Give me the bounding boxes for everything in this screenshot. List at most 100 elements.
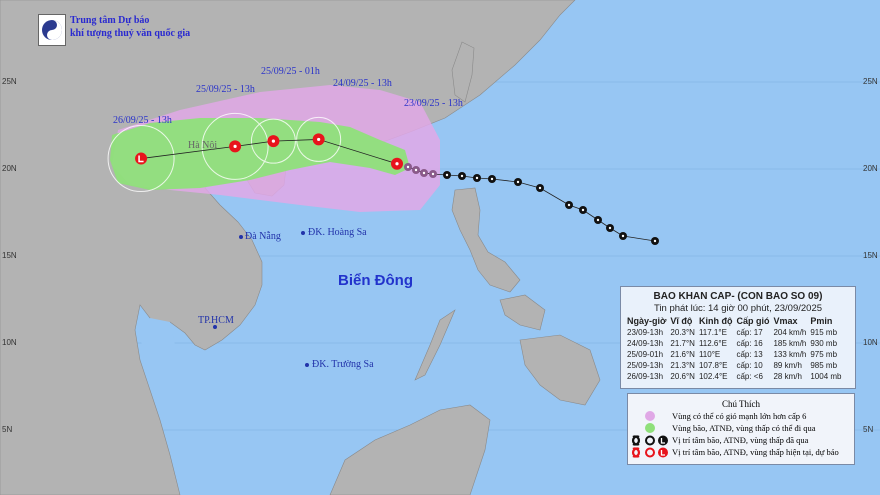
nchmf-logo [38, 14, 66, 46]
past-storm-icon [606, 224, 614, 232]
col-header: Kinh độ [698, 316, 733, 326]
past-storm-icon [594, 216, 602, 224]
col-header: Ngày-giờ [627, 316, 667, 326]
past-storm-icon [651, 237, 659, 245]
past-storm-icon [619, 232, 627, 240]
bulletin-issued: Tin phát lúc: 14 giờ 00 phút, 23/09/2025 [653, 303, 823, 314]
table-cell: 930 mb [810, 339, 838, 348]
table-cell: 110°E [698, 350, 721, 359]
place-danang: Đà Nẵng [245, 231, 281, 242]
place-hanoi: Hà Nội [188, 140, 218, 151]
org-name-line1: Trung tâm Dự báo [70, 15, 150, 26]
table-cell: 23/09-13h [627, 328, 664, 337]
past-track-line [407, 166, 656, 242]
org-name-line2: khí tượng thuỷ văn quốc gia [70, 28, 191, 39]
legend-item: Vùng bão, ATNĐ, vùng thấp có thể đi qua [628, 422, 854, 434]
track-label: 23/09/25 - 13h [404, 98, 463, 109]
place-dot [239, 235, 243, 239]
storm-position-icon [229, 140, 242, 153]
track-label: 26/09/25 - 13h [113, 115, 172, 126]
table-cell: 185 km/h [773, 339, 807, 348]
legend-item: Vùng có thể có gió mạnh lớn hơn cấp 6 [628, 410, 854, 422]
table-cell: cấp: 10 [736, 361, 763, 370]
track-label: 24/09/25 - 13h [333, 78, 392, 89]
table-cell: cấp: 13 [736, 350, 763, 359]
place-truongsa: ĐK. Trường Sa [312, 359, 374, 370]
black-storm-symbols-icon [628, 434, 672, 446]
past-storm-icon [458, 172, 466, 180]
forecast-radius-circle [250, 118, 296, 164]
place-dot [305, 363, 309, 367]
place-hoangsa: ĐK. Hoàng Sa [308, 227, 367, 238]
table-cell: 20.3°N [670, 328, 695, 337]
table-cell: 24/09-13h [627, 339, 664, 348]
lat-label: 10N [863, 338, 878, 347]
place-dot [213, 325, 217, 329]
past-storm-icon [579, 206, 587, 214]
table-row: 23/09-13h 20.3°N 117.1°E cấp: 17 204 km/h 915… [627, 327, 846, 338]
legend-item: Vị trí tâm bão, ATNĐ, vùng thấp hiện tại… [628, 446, 854, 458]
green-dot-icon [645, 423, 655, 433]
table-cell: 915 mb [810, 328, 838, 337]
table-cell: 204 km/h [773, 328, 807, 337]
past-storm-icon [488, 175, 496, 183]
lat-label: 25N [2, 77, 17, 86]
forecast-table: Ngày-giờ Vĩ độ Kinh độ Cấp gió Vmax Pmin… [627, 316, 846, 382]
legend-label: Vị trí tâm bão, ATNĐ, vùng thấp đã qua [672, 435, 809, 445]
legend-label: Vị trí tâm bão, ATNĐ, vùng thấp hiện tại… [672, 447, 839, 457]
place-bien-dong: Biển Đông [338, 272, 413, 289]
table-cell: 107.8°E [698, 361, 728, 370]
pink-dot-icon [645, 411, 655, 421]
forecast-radius-circles [107, 112, 342, 193]
table-cell: 102.4°E [698, 372, 728, 381]
organization-header: Trung tâm Dự báo khí tượng thuỷ văn quốc … [38, 14, 190, 46]
col-header: Vmax [773, 316, 798, 326]
lat-label: 10N [2, 338, 17, 347]
bulletin-panel: BAO KHAN CAP- (CON BAO SO 09) Tin phát l… [620, 286, 856, 389]
past-storm-icon [429, 170, 437, 178]
table-cell: 975 mb [810, 350, 838, 359]
table-cell: 21.7°N [670, 339, 695, 348]
past-storm-icon [404, 163, 412, 171]
col-header: Cấp gió [736, 316, 770, 326]
table-cell: 985 mb [810, 361, 838, 370]
table-cell: 28 km/h [773, 372, 802, 381]
legend-panel: Chú Thích Vùng có thể có gió mạnh lớn hơ… [627, 393, 855, 465]
storm-position-icon [312, 133, 325, 146]
storm-track-zone [110, 118, 410, 190]
past-storm-icon [565, 201, 573, 209]
lat-label: 5N [2, 425, 13, 434]
table-cell: 26/09-13h [627, 372, 664, 381]
forecast-radius-circle [296, 116, 342, 162]
table-cell: 20.6°N [670, 372, 695, 381]
bulletin-title: BAO KHAN CAP- (CON BAO SO 09) [653, 291, 823, 302]
table-cell: 112.6°E [698, 339, 727, 348]
past-storm-icon [443, 171, 451, 179]
storm-position-icon [267, 135, 280, 148]
table-cell: cấp: 17 [736, 328, 763, 337]
past-positions [404, 163, 659, 245]
low-pressure-icon [135, 152, 148, 165]
table-cell: cấp: <6 [736, 372, 763, 381]
past-storm-icon [412, 166, 420, 174]
red-storm-symbols-icon [628, 446, 672, 458]
track-label: 25/09/25 - 01h [261, 66, 320, 77]
past-storm-icon [420, 169, 428, 177]
table-cell: 21.6°N [670, 350, 695, 359]
table-row: 26/09-13h 20.6°N 102.4°E cấp: <6 28 km/h 1004… [627, 371, 846, 382]
table-cell: 133 km/h [773, 350, 807, 359]
legend-item: Vị trí tâm bão, ATNĐ, vùng thấp đã qua [628, 434, 854, 446]
place-hcm: TP.HCM [198, 315, 234, 326]
storm-position-icon [391, 157, 403, 170]
col-header: Vĩ độ [670, 316, 693, 326]
table-cell: 89 km/h [773, 361, 802, 370]
forecast-radius-circle [107, 125, 175, 193]
table-cell: cấp: 16 [736, 339, 763, 348]
forecast-radius-circle [201, 112, 269, 180]
forecast-positions [135, 133, 403, 170]
lat-label: 20N [2, 164, 17, 173]
lat-label: 15N [2, 251, 17, 260]
legend-title: Chú Thích [721, 399, 761, 409]
col-header: Pmin [810, 316, 833, 326]
